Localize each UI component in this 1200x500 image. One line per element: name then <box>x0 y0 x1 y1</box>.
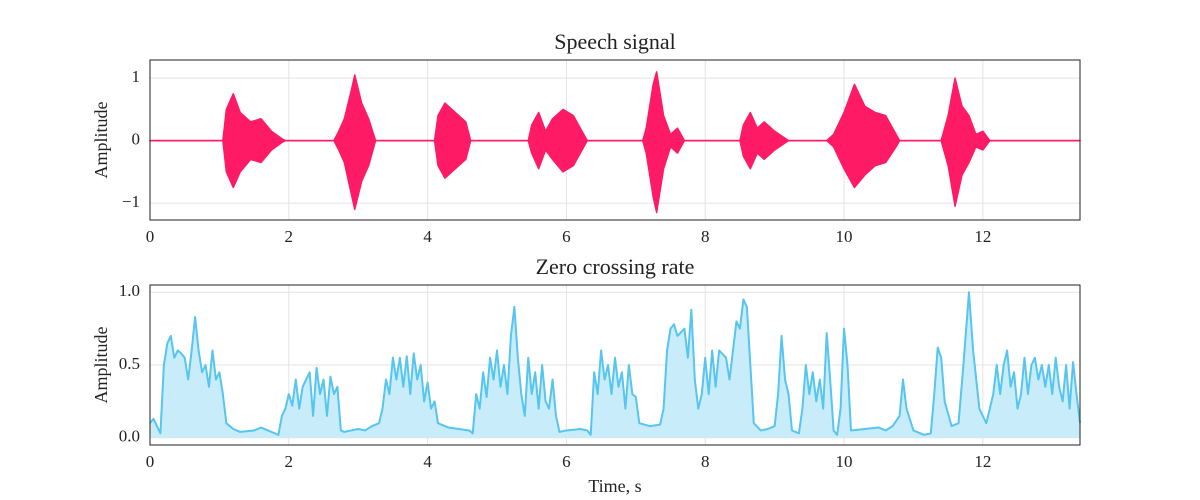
x-tick-label: 4 <box>423 227 432 246</box>
x-tick-label: 6 <box>562 452 571 471</box>
y-axis-label: Amplitude <box>91 326 111 403</box>
x-tick-label: 10 <box>836 452 853 471</box>
y-tick-label: 0.0 <box>119 427 140 446</box>
x-axis-label: Time, s <box>588 476 641 496</box>
x-tick-label: 8 <box>701 452 710 471</box>
x-tick-label: 12 <box>974 452 991 471</box>
chart-title: Zero crossing rate <box>536 254 695 279</box>
x-tick-label: 6 <box>562 227 571 246</box>
chart-title: Speech signal <box>554 29 676 54</box>
x-tick-label: 4 <box>423 452 432 471</box>
y-tick-label: 0.5 <box>119 354 140 373</box>
x-tick-label: 2 <box>285 227 294 246</box>
signal-envelope <box>149 71 1081 142</box>
y-tick-label: 1 <box>132 67 141 86</box>
y-axis-label: Amplitude <box>91 101 111 178</box>
y-tick-label: 1.0 <box>119 281 140 300</box>
axes-frame <box>149 59 1081 221</box>
rate-line <box>149 291 1081 436</box>
x-tick-label: 0 <box>146 452 155 471</box>
x-tick-label: 0 <box>146 227 155 246</box>
y-tick-label: −1 <box>122 192 140 211</box>
axes-frame <box>149 284 1081 446</box>
x-tick-label: 2 <box>285 452 294 471</box>
signal-envelope <box>149 139 1081 214</box>
y-tick-label: 0 <box>132 130 141 149</box>
x-tick-label: 10 <box>836 227 853 246</box>
x-tick-label: 8 <box>701 227 710 246</box>
x-tick-label: 12 <box>974 227 991 246</box>
